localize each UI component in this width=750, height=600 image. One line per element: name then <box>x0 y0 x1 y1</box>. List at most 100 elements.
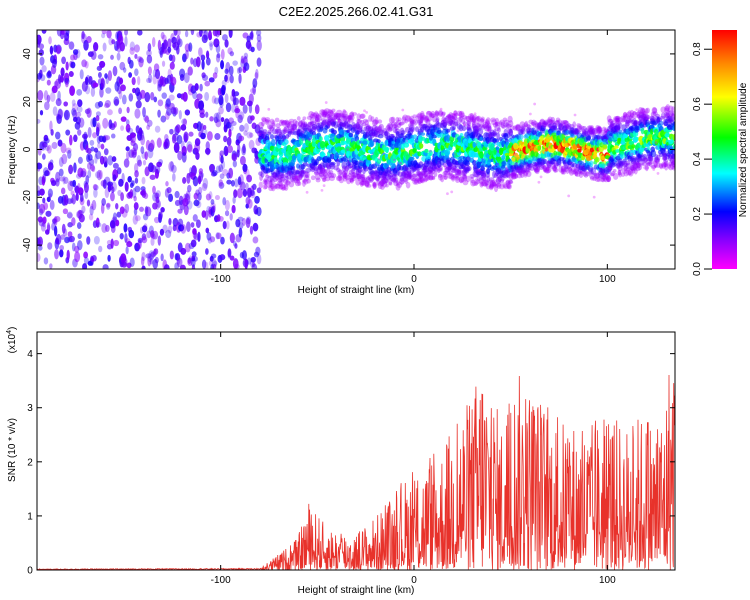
spectrogram-cell-254 <box>87 260 93 266</box>
spectrogram-cell-3440 <box>567 194 571 198</box>
spectrogram-cell-2978 <box>508 179 513 184</box>
spectrogram-cell-245 <box>87 169 92 179</box>
spectrogram-cell-3597 <box>587 127 594 134</box>
spectrogram-cell-46 <box>43 202 49 210</box>
spectrogram-cell-3209 <box>537 121 543 129</box>
spectrogram-cell-17 <box>37 236 43 247</box>
spectrogram-cell-1083 <box>264 180 269 185</box>
spectrogram-cell-3302 <box>550 116 556 125</box>
spectrogram-cell-2463 <box>441 111 446 116</box>
spectrogram-cell-3778 <box>613 122 617 130</box>
spectrogram-cell-2691 <box>471 121 477 129</box>
spectrogram-cell-2070 <box>391 177 397 182</box>
spectrogram-cell-3960 <box>635 108 639 112</box>
spectrogram-cell-1316 <box>291 174 297 182</box>
spectrogram-cell-409 <box>120 125 125 131</box>
spectrogram-cell-1288 <box>289 176 294 182</box>
spectrogram-cell-237 <box>85 174 89 185</box>
spectrogram-cell-1371 <box>299 170 305 177</box>
spectrogram-cell-56 <box>47 70 52 77</box>
snr-y-tick-label-3: 3 <box>27 403 33 414</box>
spectrogram-cell-3705 <box>602 172 608 178</box>
spectrogram-cell-1509 <box>317 163 322 171</box>
spectrogram-cell-2773 <box>482 121 489 130</box>
spectrogram-cell-3966 <box>637 107 643 115</box>
spectrogram-cell-3170 <box>532 120 539 128</box>
spectrogram-cell-1518 <box>318 136 323 142</box>
spectrogram-cell-3890 <box>626 115 633 120</box>
spectrogram-cell-3638 <box>594 156 600 163</box>
spectrogram-cell-1198 <box>278 119 283 127</box>
spectrogram-cell-2474 <box>441 122 448 127</box>
spectrogram-cell-403 <box>120 192 124 202</box>
spectrogram-cell-1074 <box>261 116 267 122</box>
spectrogram-cell-199 <box>75 48 81 59</box>
spectrogram-cell-3962 <box>638 116 643 121</box>
spectrogram-cell-321 <box>104 103 110 109</box>
spectrogram-cell-2496 <box>445 114 452 120</box>
spectrogram-cell-3371 <box>558 122 564 131</box>
spectrogram-cell-3257 <box>543 121 548 126</box>
spectrogram-cell-1046 <box>256 34 262 42</box>
spectrogram-cell-1326 <box>292 172 298 178</box>
spectrogram-cell-1386 <box>300 170 306 175</box>
spectrogram-cell-2556 <box>452 125 456 131</box>
spectrogram-cell-3585 <box>586 130 591 136</box>
spectrogram-cell-2356 <box>425 110 432 118</box>
spectrogram-cell-797 <box>205 248 209 255</box>
spectrogram-cell-2217 <box>408 124 415 132</box>
spectrogram-cell-2559 <box>454 176 461 183</box>
spectrogram-cell-131 <box>63 176 69 184</box>
spectrogram-cell-3846 <box>619 161 626 166</box>
snr-x-tick-label-1: 0 <box>411 575 417 586</box>
spectrogram-cell-3341 <box>554 168 559 173</box>
spectrogram-cell-2994 <box>509 125 516 131</box>
spectrogram-cell-2290 <box>416 119 423 124</box>
spectrogram-cell-2756 <box>477 169 481 173</box>
spectrogram-cell-4070 <box>650 149 657 158</box>
spectrogram-cell-2219 <box>409 121 415 126</box>
spectrogram-cell-1193 <box>274 183 281 189</box>
spectrogram-cell-3577 <box>586 164 590 170</box>
spectrogram-cell-987 <box>243 123 249 133</box>
spectrogram-cell-2965 <box>506 183 511 189</box>
spectrogram-cell-3582 <box>587 135 591 141</box>
spectrogram-cell-402 <box>119 61 126 71</box>
spectrogram-cell-4 <box>37 34 42 45</box>
spectrogram-cell-347 <box>107 182 112 193</box>
spectrogram-cell-323 <box>104 73 108 79</box>
spectrogram-cell-1698 <box>340 149 346 154</box>
spectrogram-cell-653 <box>173 142 180 154</box>
spectrogram-cell-2323 <box>423 176 428 183</box>
spectrogram-cell-239 <box>84 85 91 95</box>
spectrogram-cell-2132 <box>399 178 405 185</box>
spectrogram-cell-2166 <box>404 118 409 124</box>
spectrogram-cell-423 <box>125 246 129 255</box>
spectrogram-cell-2720 <box>475 129 479 135</box>
spectrogram-cell-1767 <box>351 171 356 180</box>
spectrogram-cell-248 <box>86 36 92 44</box>
spectrogram-cell-890 <box>225 220 230 230</box>
spectrogram-cell-2877 <box>494 121 499 126</box>
spectrogram-cell-2310 <box>420 114 424 118</box>
spectrogram-cell-3700 <box>601 169 607 177</box>
spectrogram-cell-78 <box>50 128 54 136</box>
spectrogram-cell-2161 <box>400 171 407 179</box>
spectrogram-cell-3131 <box>527 163 534 169</box>
spectrogram-cell-2291 <box>417 112 423 120</box>
spectrogram-cell-2564 <box>454 173 459 179</box>
spectrogram-cell-3416 <box>565 124 570 130</box>
spectrogram-cell-2296 <box>420 172 426 177</box>
spectrogram-cell-1678 <box>340 113 345 118</box>
spectrogram-cell-2128 <box>398 142 403 150</box>
spectrogram-cell-1294 <box>288 121 292 124</box>
spectrogram-cell-1508 <box>317 163 323 170</box>
spectrogram-cell-3738 <box>606 115 612 123</box>
spectrogram-cell-1927 <box>372 183 377 189</box>
spectrogram-cell-978 <box>242 163 248 173</box>
spectrogram-cell-3714 <box>604 172 609 180</box>
spectrogram-cell-1287 <box>288 118 295 123</box>
spectrogram-cell-1905 <box>368 168 375 175</box>
spectrogram-cell-2030 <box>385 147 389 154</box>
